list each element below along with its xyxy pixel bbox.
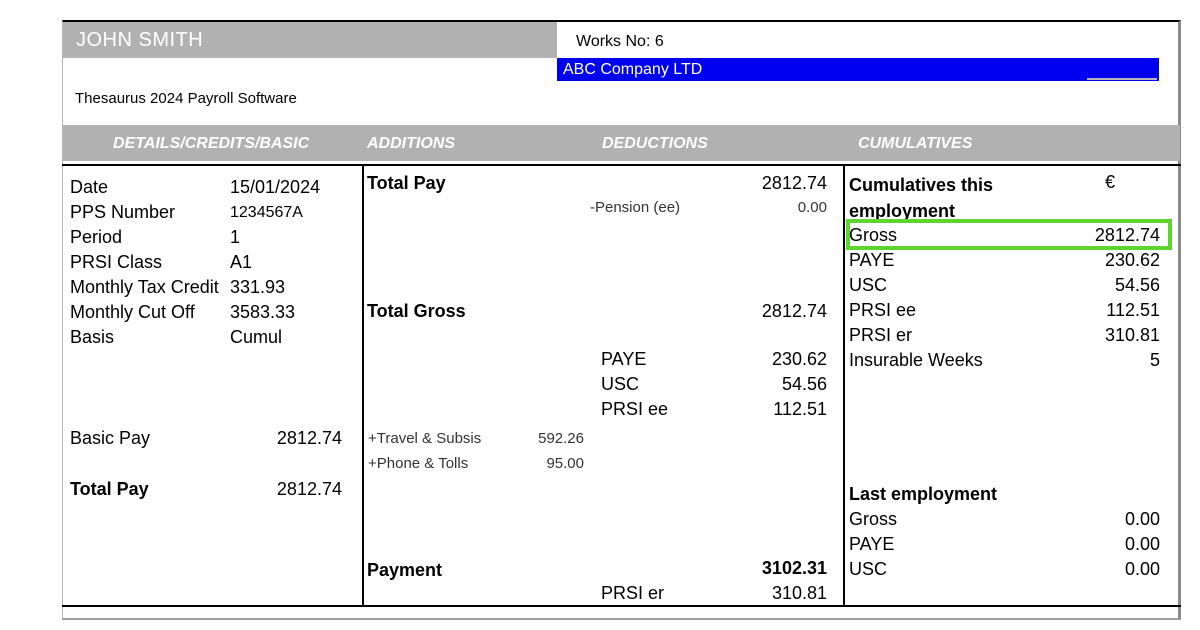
company-name: ABC Company LTD [563, 61, 703, 78]
detail-value: A1 [230, 252, 253, 272]
payment-value: 3102.31 [761, 558, 827, 578]
addition-item-value: 95.00 [546, 455, 584, 472]
addition-item-value: 592.26 [538, 430, 584, 447]
pension-value: 0.00 [797, 199, 827, 216]
deduction-label: USC [601, 374, 640, 394]
cumulative-value: 2812.74 [1094, 225, 1160, 245]
addition-item-label: +Travel & Subsis [368, 430, 482, 447]
detail-label: Basis [70, 327, 115, 347]
pension-label: -Pension (ee) [590, 199, 681, 216]
deduction-value: 54.56 [781, 374, 827, 394]
last-employment-title: Last employment [849, 484, 998, 504]
last-employment-label: USC [849, 559, 888, 579]
detail-value: 1 [230, 227, 241, 247]
deduction-label: PRSI ee [601, 399, 669, 419]
detail-label: PPS Number [70, 202, 176, 222]
last-employment-value: 0.00 [1124, 559, 1160, 579]
cumulative-label: PRSI ee [849, 300, 917, 320]
currency-symbol: € [1105, 172, 1116, 192]
cumulative-label: USC [849, 275, 888, 295]
last-employment-value: 0.00 [1124, 509, 1160, 529]
detail-value: 3583.33 [230, 302, 296, 322]
additions-total-pay-label: Total Pay [367, 173, 446, 193]
cumulative-label: PAYE [849, 250, 895, 270]
basic-pay-value: 2812.74 [276, 428, 342, 448]
payslip-frame [62, 20, 1181, 620]
cumulative-label: Insurable Weeks [849, 350, 983, 370]
cumulatives-title: Cumulatives this employment [849, 175, 994, 221]
header-additions: ADDITIONS [367, 135, 455, 152]
column-divider-1 [362, 166, 364, 605]
section-header-bar [63, 125, 1180, 161]
cumulative-value: 230.62 [1104, 250, 1160, 270]
deduction-value: 230.62 [771, 349, 827, 369]
employee-name-bar [63, 22, 557, 58]
cumulative-label: PRSI er [849, 325, 913, 345]
detail-label: Monthly Tax Credit [70, 277, 219, 297]
deduction-total-gross-value: 2812.74 [761, 301, 827, 321]
content-area [62, 164, 1181, 607]
company-name-underline [1087, 78, 1157, 80]
cumulative-value: 54.56 [1114, 275, 1160, 295]
total-pay-label: Total Pay [70, 479, 149, 499]
cumulative-value: 5 [1149, 350, 1160, 370]
basic-pay-label: Basic Pay [70, 428, 151, 448]
detail-label: Date [70, 177, 109, 197]
detail-value: 331.93 [230, 277, 286, 297]
detail-value: 15/01/2024 [230, 177, 321, 197]
cumulative-value: 112.51 [1106, 300, 1160, 320]
additions-total-gross-label: Total Gross [367, 301, 466, 321]
prsi-er-value: 310.81 [771, 583, 827, 603]
employee-name: JOHN SMITH [76, 29, 204, 51]
header-deductions: DEDUCTIONS [602, 135, 708, 152]
deduction-total-pay-value: 2812.74 [761, 173, 827, 193]
deduction-label: PAYE [601, 349, 647, 369]
gross-highlight-box [846, 219, 1172, 250]
last-employment-value: 0.00 [1124, 534, 1160, 554]
prsi-er-label: PRSI er [601, 583, 665, 603]
cumulative-label: Gross [849, 225, 898, 245]
column-divider-2 [843, 166, 845, 605]
deduction-value: 112.51 [773, 399, 827, 419]
header-cumulatives: CUMULATIVES [858, 135, 973, 152]
header-details: DETAILS/CREDITS/BASIC [113, 135, 310, 152]
total-pay-value: 2812.74 [276, 479, 342, 499]
cumulative-value: 310.81 [1104, 325, 1160, 345]
addition-item-label: +Phone & Tolls [368, 455, 469, 472]
last-employment-label: Gross [849, 509, 898, 529]
last-employment-label: PAYE [849, 534, 895, 554]
detail-label: PRSI Class [70, 252, 163, 272]
works-no: Works No: 6 [576, 33, 664, 50]
software-name: Thesaurus 2024 Payroll Software [75, 90, 297, 107]
detail-value: 1234567A [230, 204, 303, 221]
company-name-bar [557, 58, 1159, 81]
detail-label: Period [70, 227, 123, 247]
detail-label: Monthly Cut Off [70, 302, 195, 322]
detail-value: Cumul [230, 327, 283, 347]
payment-label: Payment [367, 560, 443, 580]
